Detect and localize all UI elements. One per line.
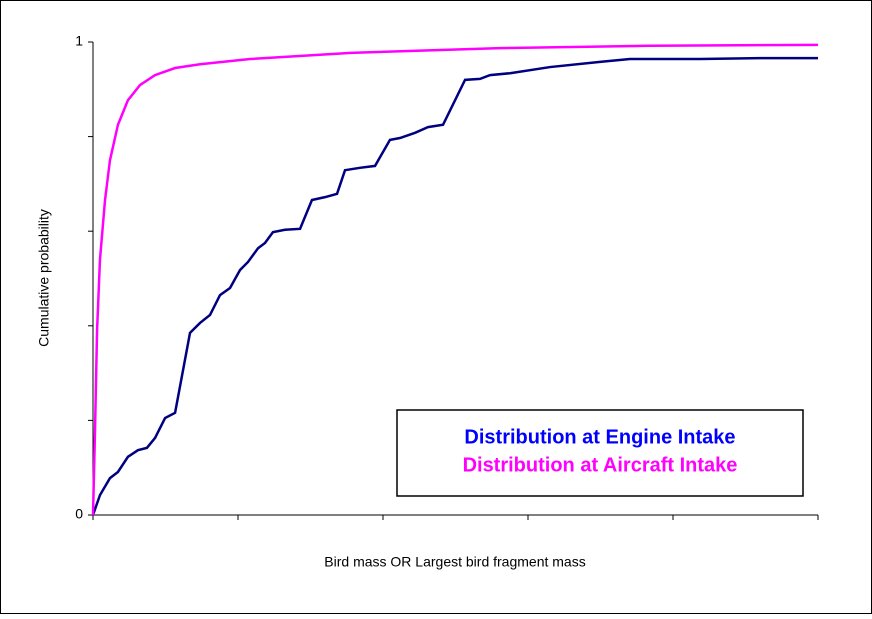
legend-box (396, 409, 804, 497)
y-axis-label: Cumulative probability (36, 209, 52, 347)
y-tick-label: 1 (75, 33, 83, 49)
series-line (91, 43, 819, 516)
legend-label: Distribution at Engine Intake (464, 426, 735, 448)
series-line (91, 56, 818, 516)
x-axis-label: Bird mass OR Largest bird fragment mass (324, 554, 585, 570)
legend-label: Distribution at Aircraft Intake (463, 454, 738, 476)
y-tick-label: 0 (75, 506, 83, 522)
